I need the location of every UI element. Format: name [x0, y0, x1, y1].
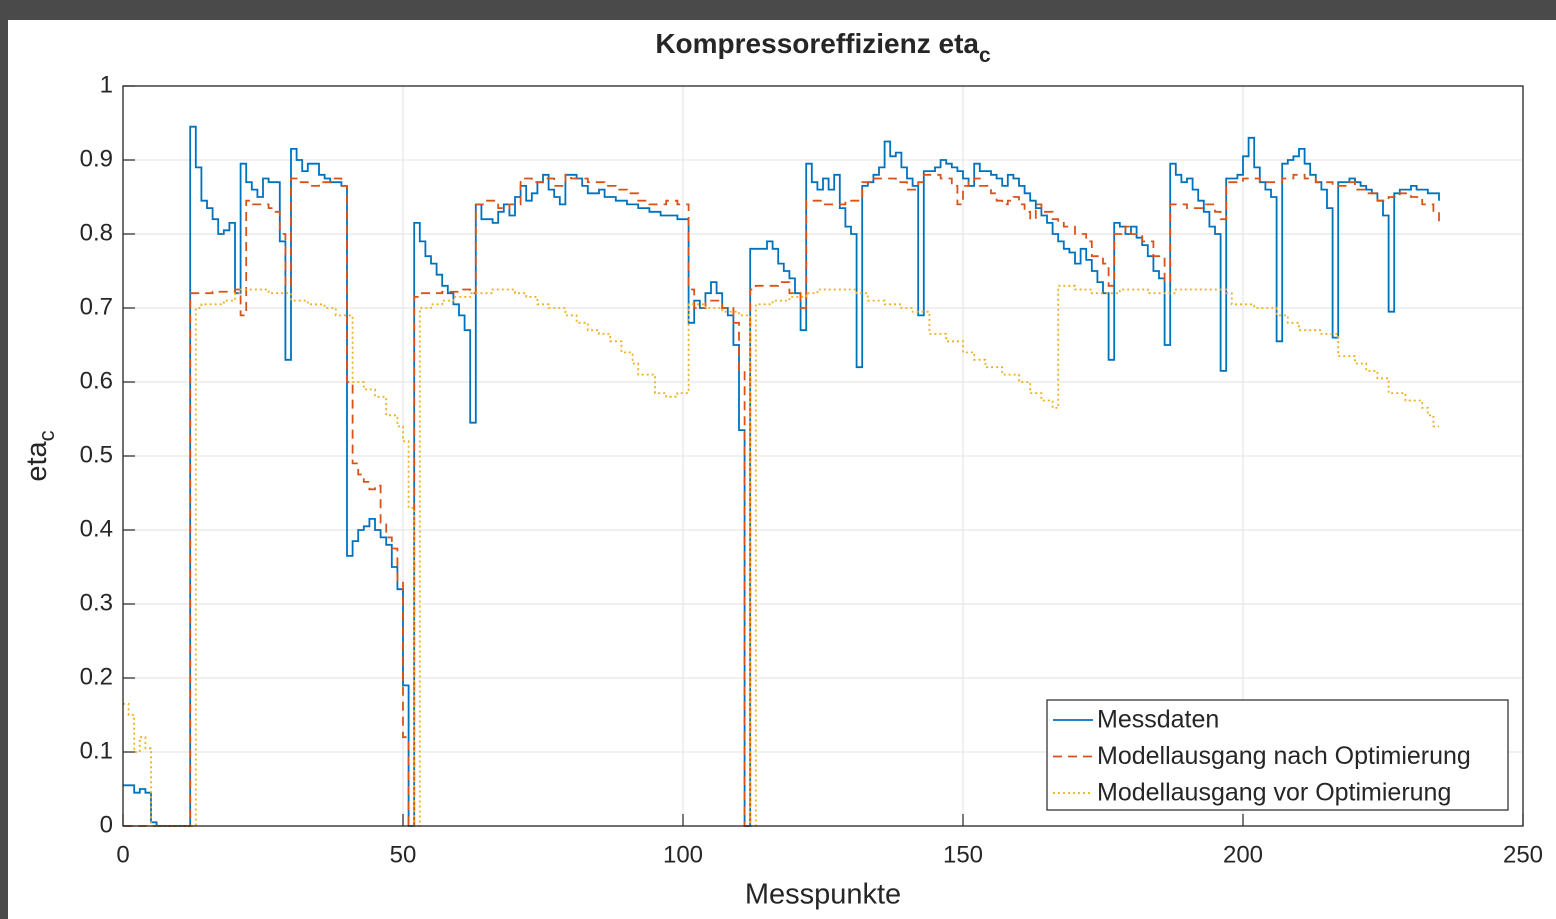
y-label-text: eta	[21, 440, 53, 481]
legend-label: Modellausgang nach Optimierung	[1097, 742, 1471, 770]
legend: Messdaten Modellausgang nach Optimierung M…	[1046, 699, 1509, 811]
y-label-subscript: c	[34, 430, 59, 441]
y-tick-label: 1	[100, 71, 113, 98]
y-tick-label: 0.1	[80, 737, 113, 764]
y-axis-label: etac	[21, 430, 59, 481]
series-line	[123, 173, 1440, 827]
x-tick-label: 150	[943, 841, 983, 868]
legend-label: Modellausgang vor Optimierung	[1097, 779, 1451, 807]
y-tick-label: 0.4	[80, 515, 113, 542]
x-axis-label: Messpunkte	[745, 879, 901, 911]
y-tick-label: 0.3	[80, 589, 113, 616]
series-line	[123, 125, 1440, 827]
y-tick-label: 0.9	[80, 145, 113, 172]
x-tick-label: 200	[1223, 841, 1263, 868]
x-tick-label: 0	[116, 841, 129, 868]
y-tick-label: 0.5	[80, 441, 113, 468]
series-line	[123, 284, 1439, 827]
title-text: Kompressoreffizienz eta	[655, 28, 979, 59]
legend-box	[1046, 699, 1509, 811]
y-tick-label: 0.8	[80, 219, 113, 246]
x-tick-label: 50	[390, 841, 417, 868]
y-tick-label: 0.2	[80, 663, 113, 690]
x-tick-label: 100	[663, 841, 703, 868]
series-lines	[123, 125, 1440, 827]
title-subscript: c	[979, 44, 991, 67]
legend-label: Messdaten	[1097, 706, 1219, 734]
x-tick-label: 250	[1503, 841, 1543, 868]
y-tick-label: 0.7	[80, 293, 113, 320]
chart-title: Kompressoreffizienz etac	[655, 28, 991, 66]
ticks: 0 50 100 150 200 250 0 0.1 0.2 0.3 0.4 0.5 0.6 0.7 0.8…	[80, 71, 1543, 868]
y-tick-label: 0	[100, 811, 113, 838]
y-tick-label: 0.6	[80, 367, 113, 394]
